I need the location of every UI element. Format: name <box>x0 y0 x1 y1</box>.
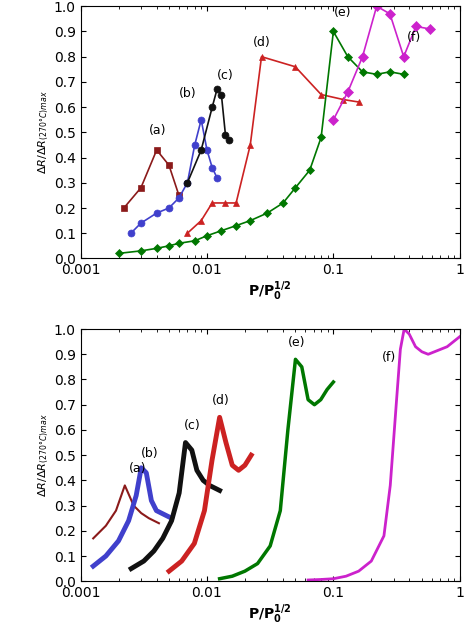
Text: (a): (a) <box>128 462 146 476</box>
Text: (b): (b) <box>141 448 159 460</box>
Y-axis label: $\Delta R/\Delta R_{(270°C)max}$: $\Delta R/\Delta R_{(270°C)max}$ <box>36 91 51 174</box>
Text: (c): (c) <box>217 69 234 82</box>
Text: (b): (b) <box>179 86 197 99</box>
Text: (d): (d) <box>253 36 271 49</box>
Y-axis label: $\Delta R/\Delta R_{(270°C)max}$: $\Delta R/\Delta R_{(270°C)max}$ <box>36 413 51 497</box>
Text: (d): (d) <box>212 394 230 408</box>
X-axis label: $\mathbf{P/P_0^{1/2}}$: $\mathbf{P/P_0^{1/2}}$ <box>248 603 292 625</box>
X-axis label: $\mathbf{P/P_0^{1/2}}$: $\mathbf{P/P_0^{1/2}}$ <box>248 280 292 303</box>
Text: (f): (f) <box>382 351 396 364</box>
Text: (c): (c) <box>184 419 201 432</box>
Text: (e): (e) <box>333 6 351 19</box>
Text: (e): (e) <box>288 336 305 349</box>
Text: (a): (a) <box>149 124 167 138</box>
Text: (f): (f) <box>407 31 421 44</box>
